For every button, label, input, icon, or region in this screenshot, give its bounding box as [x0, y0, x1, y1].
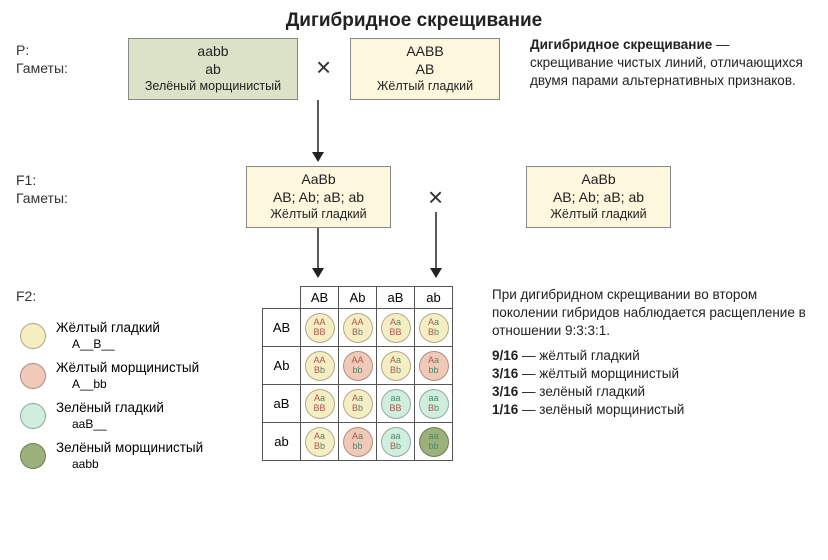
label-gametes-p: Гаметы: [16, 60, 68, 76]
punnett-cell: aabb [415, 423, 453, 461]
parent-right-pheno: Жёлтый гладкий [351, 78, 499, 94]
legend-text: Зелёный гладкийaaB__ [56, 400, 164, 432]
diagram-container: P: Гаметы: aabb ab Зелёный морщинистый ×… [0, 38, 828, 560]
cross-symbol-f1: × [428, 182, 443, 213]
punnett-cell: AaBb [339, 385, 377, 423]
legend-block: Жёлтый гладкийA__B__ Жёлтый морщинистыйA_… [20, 320, 203, 480]
punnett-col-header: Ab [339, 287, 377, 309]
legend-item: Зелёный морщинистыйaabb [20, 440, 203, 472]
legend-item: Жёлтый морщинистыйA__bb [20, 360, 203, 392]
f1-right-box: AaBb AB; Ab; aB; ab Жёлтый гладкий [526, 166, 671, 228]
punnett-cell: aaBb [415, 385, 453, 423]
label-gametes-f1: Гаметы: [16, 190, 68, 206]
parent-left-geno: aabb [129, 42, 297, 60]
punnett-cell: AaBb [377, 347, 415, 385]
punnett-row-header: AB [263, 309, 301, 347]
legend-swatch [20, 363, 46, 389]
arrow-f1-to-f2-right [428, 212, 444, 278]
f1-right-geno: AaBb [527, 170, 670, 188]
punnett-cell: AaBb [415, 309, 453, 347]
cross-symbol-p: × [316, 52, 331, 83]
f1-right-pheno: Жёлтый гладкий [527, 206, 670, 222]
page-title: Дигибридное скрещивание [0, 0, 828, 38]
punnett-col-header: ab [415, 287, 453, 309]
f1-left-pheno: Жёлтый гладкий [247, 206, 390, 222]
punnett-cell: aaBB [377, 385, 415, 423]
punnett-cell: Aabb [339, 423, 377, 461]
label-f2: F2: [16, 288, 36, 304]
f1-left-geno: AaBb [247, 170, 390, 188]
legend-swatch [20, 323, 46, 349]
f1-left-gametes: AB; Ab; aB; ab [247, 188, 390, 206]
punnett-cell: aaBb [377, 423, 415, 461]
punnett-row-header: aB [263, 385, 301, 423]
definition-head: Дигибридное скрещивание [530, 37, 712, 52]
punnett-cell: AABb [301, 347, 339, 385]
punnett-cell: AAbb [339, 347, 377, 385]
punnett-cell: AaBB [301, 385, 339, 423]
legend-item: Зелёный гладкийaaB__ [20, 400, 203, 432]
punnett-cell: AaBb [301, 423, 339, 461]
parent-left-gamete: ab [129, 60, 297, 78]
legend-swatch [20, 443, 46, 469]
punnett-cell: AABB [301, 309, 339, 347]
f1-right-gametes: AB; Ab; aB; ab [527, 188, 670, 206]
legend-text: Жёлтый гладкийA__B__ [56, 320, 160, 352]
parent-right-box: AABB AB Жёлтый гладкий [350, 38, 500, 100]
label-f1: F1: [16, 172, 36, 188]
arrow-p-to-f1 [310, 100, 326, 162]
punnett-cell: AaBB [377, 309, 415, 347]
parent-left-pheno: Зелёный морщинистый [129, 78, 297, 94]
punnett-square: ABAbaBabABAABBAABbAaBBAaBbAbAABbAAbbAaBb… [262, 286, 453, 461]
parent-left-box: aabb ab Зелёный морщинистый [128, 38, 298, 100]
punnett-col-header: AB [301, 287, 339, 309]
legend-text: Зелёный морщинистыйaabb [56, 440, 203, 472]
punnett-row-header: ab [263, 423, 301, 461]
arrow-f1-to-f2-left [310, 228, 326, 278]
punnett-col-header: aB [377, 287, 415, 309]
legend-item: Жёлтый гладкийA__B__ [20, 320, 203, 352]
f1-left-box: AaBb AB; Ab; aB; ab Жёлтый гладкий [246, 166, 391, 228]
parent-right-geno: AABB [351, 42, 499, 60]
label-p: P: [16, 42, 29, 58]
punnett-row-header: Ab [263, 347, 301, 385]
punnett-cell: Aabb [415, 347, 453, 385]
definition-text: Дигибридное скрещивание — скрещивание чи… [530, 36, 810, 91]
f2-description: При дигибридном скрещивании во втором по… [492, 286, 812, 420]
punnett-cell: AABb [339, 309, 377, 347]
parent-right-gamete: AB [351, 60, 499, 78]
legend-text: Жёлтый морщинистыйA__bb [56, 360, 199, 392]
legend-swatch [20, 403, 46, 429]
